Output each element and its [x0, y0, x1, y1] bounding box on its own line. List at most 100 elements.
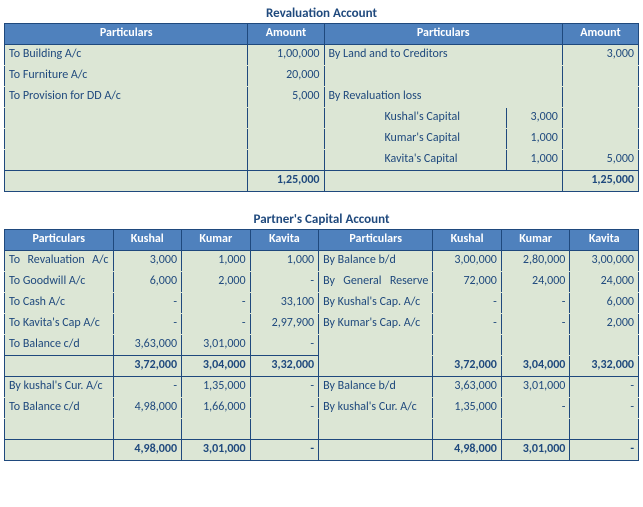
- pca-total-row: 4,98,0003,01,000-4,98,0003,01,000-: [5, 440, 639, 461]
- col-header: Amount: [248, 24, 324, 45]
- table-row: Kavita's Capital 1,000 5,000: [5, 150, 639, 171]
- cell: 2,000: [182, 272, 251, 293]
- cell: [501, 335, 570, 356]
- pca-table: Particulars Kushal Kumar Kavita Particul…: [4, 229, 639, 461]
- cell: 1,35,000: [182, 377, 251, 398]
- cell: [248, 150, 324, 171]
- cell: 1,25,000: [562, 171, 638, 192]
- cell: [319, 440, 433, 461]
- cell: -: [501, 314, 570, 335]
- cell: To Revaluation A/c: [5, 251, 114, 272]
- cell: To Furniture A/c: [5, 66, 248, 87]
- cell: 3,63,000: [113, 335, 182, 356]
- cell: 33,100: [250, 293, 319, 314]
- cell: [319, 419, 433, 440]
- cell: -: [433, 293, 502, 314]
- cell: -: [501, 398, 570, 419]
- table-row: To Cash A/c--33,100By Kushal's Cap. A/c-…: [5, 293, 639, 314]
- cell: 1,00,000: [248, 45, 324, 66]
- cell: 1,35,000: [433, 398, 502, 419]
- table-row: Kumar's Capital 1,000: [5, 129, 639, 150]
- cell: -: [250, 440, 319, 461]
- cell: By Land and to Creditors: [324, 45, 562, 66]
- cell: [5, 129, 248, 150]
- reval-title: Revaluation Account: [4, 4, 639, 23]
- pca-header-row: Particulars Kushal Kumar Kavita Particul…: [5, 230, 639, 251]
- cell: 3,000: [562, 45, 638, 66]
- cell: 1,000: [182, 251, 251, 272]
- cell: [433, 335, 502, 356]
- cell: By Kushal's Cap. A/c: [319, 293, 433, 314]
- cell: 3,04,000: [182, 356, 251, 377]
- cell: 6,000: [113, 272, 182, 293]
- cell: 3,01,000: [182, 335, 251, 356]
- cell: Kumar's Capital: [324, 129, 507, 150]
- cell: To Balance c/d: [5, 335, 114, 356]
- col-header: Particulars: [324, 24, 562, 45]
- cell: 1,000: [507, 129, 563, 150]
- table-row: To Kavita's Cap A/c--2,97,900By Kumar's …: [5, 314, 639, 335]
- cell: [324, 66, 562, 87]
- cell: 2,000: [570, 314, 639, 335]
- cell: 3,04,000: [501, 356, 570, 377]
- table-row: [5, 419, 639, 440]
- table-row: By kushal's Cur. A/c-1,35,000-By Balance…: [5, 377, 639, 398]
- cell: 4,98,000: [113, 440, 182, 461]
- cell: [501, 419, 570, 440]
- col-header: Particulars: [5, 230, 114, 251]
- cell: To Provision for DD A/c: [5, 87, 248, 108]
- cell: [250, 419, 319, 440]
- cell: By Balance b/d: [319, 377, 433, 398]
- cell: 3,72,000: [113, 356, 182, 377]
- col-header: Kavita: [570, 230, 639, 251]
- cell: [5, 440, 114, 461]
- cell: [248, 108, 324, 129]
- cell: -: [113, 293, 182, 314]
- cell: 1,25,000: [248, 171, 324, 192]
- cell: -: [113, 314, 182, 335]
- table-row: To Building A/c 1,00,000 By Land and to …: [5, 45, 639, 66]
- cell: [5, 419, 114, 440]
- cell: -: [113, 377, 182, 398]
- cell: [5, 108, 248, 129]
- col-header: Amount: [562, 24, 638, 45]
- col-header: Kumar: [501, 230, 570, 251]
- cell: [324, 171, 562, 192]
- cell: [562, 87, 638, 108]
- cell: 3,00,000: [433, 251, 502, 272]
- cell: By kushal's Cur. A/c: [319, 398, 433, 419]
- cell: -: [250, 335, 319, 356]
- cell: [570, 335, 639, 356]
- col-header: Kumar: [182, 230, 251, 251]
- cell: -: [433, 314, 502, 335]
- cell: [319, 356, 433, 377]
- cell: 3,00,000: [570, 251, 639, 272]
- cell: Kushal's Capital: [324, 108, 507, 129]
- cell: -: [250, 398, 319, 419]
- cell: To Building A/c: [5, 45, 248, 66]
- cell: 3,63,000: [433, 377, 502, 398]
- cell: 5,000: [562, 150, 638, 171]
- table-row: To Furniture A/c 20,000: [5, 66, 639, 87]
- cell: 3,000: [113, 251, 182, 272]
- cell: [570, 419, 639, 440]
- cell: [562, 66, 638, 87]
- cell: 2,97,900: [250, 314, 319, 335]
- col-header: Particulars: [5, 24, 248, 45]
- cell: [248, 129, 324, 150]
- table-row: To Revaluation A/c3,0001,0001,000By Bala…: [5, 251, 639, 272]
- col-header: Kavita: [250, 230, 319, 251]
- cell: 3,01,000: [182, 440, 251, 461]
- pca-title: Partner's Capital Account: [4, 210, 639, 229]
- cell: 3,000: [507, 108, 563, 129]
- cell: [182, 419, 251, 440]
- table-row: Kushal's Capital 3,000: [5, 108, 639, 129]
- cell: To Goodwill A/c: [5, 272, 114, 293]
- cell: 24,000: [501, 272, 570, 293]
- table-row: To Provision for DD A/c 5,000 By Revalua…: [5, 87, 639, 108]
- cell: 3,72,000: [433, 356, 502, 377]
- col-header: Kushal: [433, 230, 502, 251]
- col-header: Kushal: [113, 230, 182, 251]
- cell: By General Reserve: [319, 272, 433, 293]
- cell: 6,000: [570, 293, 639, 314]
